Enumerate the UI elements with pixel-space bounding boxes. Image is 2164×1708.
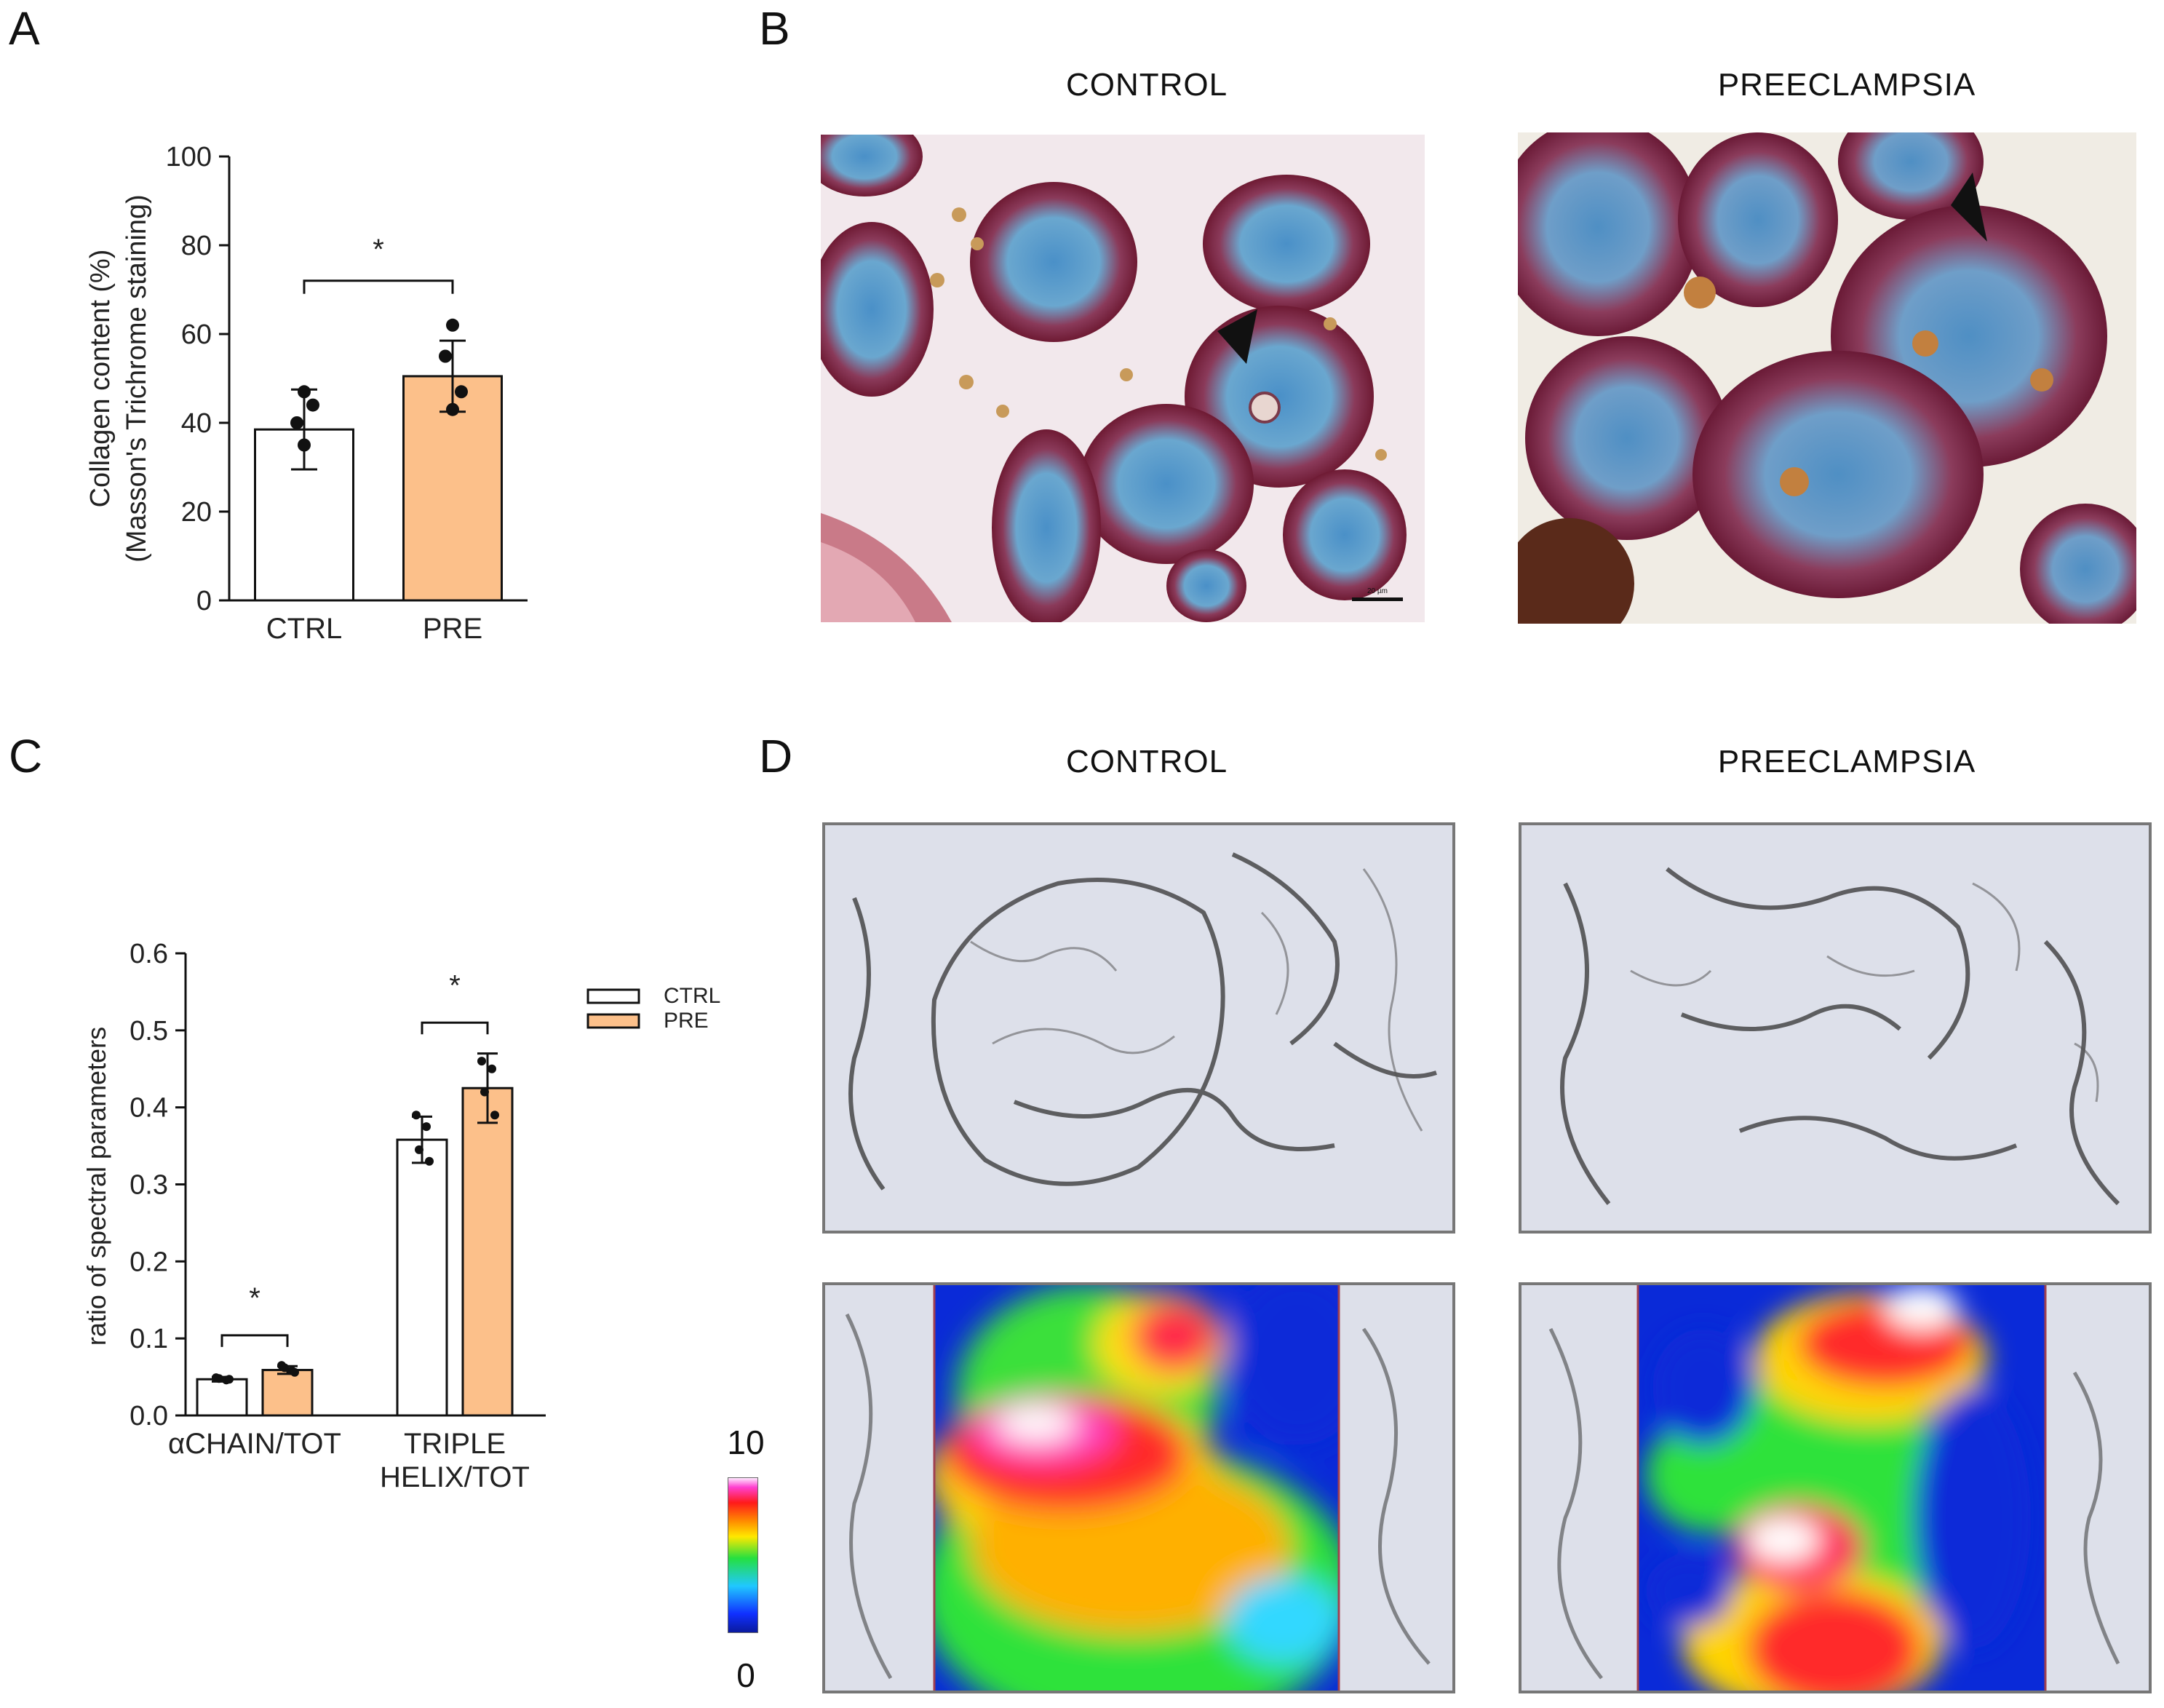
microscopy-preeclampsia-image	[1519, 822, 2152, 1234]
legend-swatch-pre	[586, 1013, 640, 1029]
data-point	[306, 398, 319, 412]
data-point	[446, 318, 459, 332]
data-point	[225, 1375, 234, 1384]
significance-bracket	[220, 1334, 289, 1347]
y-tick-label: 0.0	[130, 1401, 168, 1431]
y-tick-label: 0	[196, 586, 212, 616]
data-point	[455, 385, 468, 399]
chart-a-collagen-content: 0 20 40 60 80 100 Collagen content (%) (Masson'…	[85, 142, 528, 645]
data-point	[446, 402, 459, 416]
microscopy-control-image	[822, 822, 1455, 1234]
y-tick-label: 20	[181, 497, 212, 528]
panel-letter-c: C	[9, 730, 43, 782]
y-tick-label: 0.2	[130, 1247, 168, 1277]
bar-pre	[261, 1369, 314, 1417]
arrowhead-marker-icon	[1951, 172, 1987, 242]
data-point	[412, 1111, 421, 1120]
collagen-heatmap-preeclampsia	[1519, 1282, 2152, 1693]
data-point	[290, 1367, 299, 1377]
significance-star: *	[373, 234, 384, 266]
panel-letter-d: D	[759, 730, 793, 782]
data-point	[298, 438, 311, 452]
colorbar-max-label: 10	[727, 1423, 765, 1461]
data-point	[425, 1156, 434, 1166]
panel-letter-b: B	[759, 2, 790, 55]
legend-swatch-ctrl	[586, 988, 640, 1004]
data-point	[280, 1363, 289, 1373]
y-axis-label-line1: Collagen content (%)	[85, 250, 116, 508]
histology-preeclampsia-image	[1518, 132, 2136, 624]
data-point	[490, 1111, 499, 1120]
legend-label-pre: PRE	[664, 1009, 709, 1033]
y-tick-label: 80	[181, 231, 212, 261]
y-tick-label: 0.3	[130, 1170, 168, 1201]
collagen-heatmap-control	[822, 1282, 1455, 1693]
colorbar-min-label: 0	[736, 1656, 755, 1694]
x-tick-label: HELIX/TOT	[380, 1461, 530, 1493]
b-preeclampsia-title: PREECLAMPSIA	[1717, 67, 1976, 103]
y-tick-label: 0.5	[130, 1016, 168, 1046]
data-point	[480, 1087, 489, 1097]
data-point	[290, 416, 303, 429]
y-axis-label-line2: (Masson's Trichrome staining)	[122, 194, 152, 563]
y-tick-label: 0.1	[130, 1324, 168, 1354]
arrowhead-marker-icon	[1217, 309, 1257, 364]
significance-bracket	[303, 279, 454, 294]
legend-label-ctrl: CTRL	[664, 984, 720, 1008]
data-point	[422, 1122, 431, 1132]
significance-star: *	[249, 1282, 260, 1314]
d-preeclampsia-title: PREECLAMPSIA	[1717, 744, 1976, 779]
y-tick-label: 100	[166, 142, 212, 172]
bar-ctrl	[396, 1138, 448, 1417]
data-point	[439, 349, 452, 363]
b-control-title: CONTROL	[1065, 67, 1228, 103]
x-tick-label: PRE	[423, 613, 482, 645]
panel-letter-a: A	[9, 2, 40, 55]
x-tick-label: TRIPLE	[404, 1428, 506, 1460]
x-tick-label: CTRL	[266, 613, 342, 645]
data-point	[488, 1064, 496, 1073]
histology-control-image: 20 µm	[821, 135, 1425, 622]
chart-c-spectral-ratio: 0.0 0.1 0.2 0.3 0.4 0.5 0.6 ratio of spectral p…	[81, 939, 720, 1493]
colorbar	[728, 1477, 758, 1633]
significance-star: *	[449, 969, 461, 1001]
y-axis-label: ratio of spectral parameters	[81, 1027, 111, 1346]
data-point	[215, 1374, 223, 1383]
data-point	[477, 1057, 486, 1066]
bar-pre	[461, 1087, 514, 1417]
y-tick-label: 0.4	[130, 1093, 168, 1124]
data-point	[298, 385, 311, 399]
d-control-title: CONTROL	[1065, 744, 1228, 779]
y-tick-label: 0.6	[130, 939, 168, 969]
bar-ctrl	[196, 1378, 248, 1417]
x-tick-label: αCHAIN/TOT	[168, 1428, 341, 1460]
significance-bracket	[421, 1021, 489, 1035]
scale-bar-label: 20 µm	[1367, 587, 1388, 595]
y-tick-label: 40	[181, 408, 212, 439]
data-point	[415, 1145, 423, 1154]
y-tick-label: 60	[181, 319, 212, 350]
